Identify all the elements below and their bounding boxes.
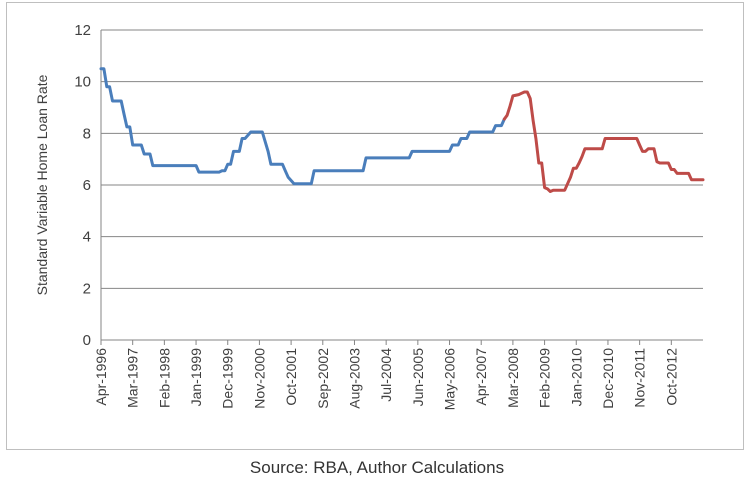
- x-tick-label: Apr-1996: [93, 348, 109, 406]
- x-tick-label: Jan-1999: [188, 348, 204, 407]
- x-tick-label: Feb-1998: [156, 348, 172, 408]
- series-line-1: [99, 67, 506, 186]
- x-tick-label: Jan-2010: [568, 348, 584, 407]
- x-tick-label: Sep-2002: [315, 348, 331, 409]
- x-tick-label: Apr-2007: [473, 348, 489, 406]
- x-tick-label: Mar-2008: [505, 348, 521, 408]
- y-tick-label: 8: [83, 125, 91, 142]
- x-tick-label: Oct-2001: [283, 348, 299, 406]
- x-tick-label: Nov-2011: [632, 348, 648, 408]
- y-tick-label: 0: [83, 332, 91, 349]
- y-tick-label: 4: [83, 229, 91, 246]
- x-tick-label: Feb-2009: [537, 348, 553, 408]
- y-tick-label: 6: [83, 177, 91, 194]
- x-tick-label: Jul-2004: [378, 348, 394, 402]
- x-tick-label: Oct-2012: [663, 348, 679, 406]
- chart-frame: 0 2 4 6 8 10 12 Standard Variable Home Loan Rat…: [6, 2, 744, 450]
- x-tick-label: Nov-2000: [251, 348, 267, 409]
- series-line-2: [502, 90, 705, 193]
- y-tick-label: 2: [83, 280, 91, 297]
- x-tick-label: May-2006: [442, 348, 458, 410]
- y-tick-label: 12: [74, 22, 91, 39]
- source-note: Source: RBA, Author Calculations: [249, 458, 505, 477]
- chart-svg: 0 2 4 6 8 10 12 Standard Variable Home Loan Rat…: [34, 22, 705, 410]
- x-tick-label: Mar-1997: [125, 348, 141, 408]
- x-tick-label: Dec-1999: [220, 348, 236, 409]
- x-tick-label: Jun-2005: [410, 348, 426, 407]
- x-tick-label: Aug-2003: [346, 348, 362, 409]
- y-tick-label: 10: [74, 74, 91, 91]
- x-tick-label: Dec-2010: [600, 348, 616, 409]
- y-axis-title: Standard Variable Home Loan Rate: [34, 74, 50, 295]
